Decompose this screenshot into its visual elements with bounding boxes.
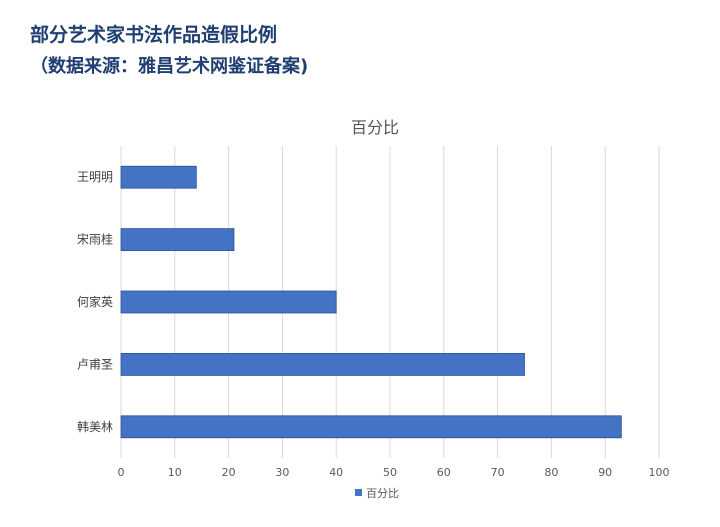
chart-title: 百分比 [351,118,399,137]
x-tick-label: 80 [544,466,558,479]
page-title: 部分艺术家书法作品造假比例 [30,24,278,46]
x-tick-label: 10 [168,466,182,479]
legend-label: 百分比 [366,487,399,500]
x-tick-label: 50 [383,466,397,479]
category-label: 何家英 [77,294,113,309]
x-tick-labels: 0 10 20 30 40 50 60 70 80 90 100 [118,466,670,479]
chart-legend: 百分比 [355,487,399,500]
category-label: 韩美林 [77,419,113,434]
bar [120,228,235,252]
bar [120,165,197,189]
chart-grid [120,146,660,458]
bar [120,352,525,376]
category-label: 王明明 [77,170,113,184]
bar [120,415,622,439]
page-subtitle: （数据来源：雅昌艺术网鉴证备案) [30,56,309,77]
category-label: 宋雨桂 [77,232,113,247]
chart-bars [120,165,622,439]
bar [120,290,337,314]
x-tick-label: 60 [437,466,451,479]
x-tick-label: 20 [222,466,236,479]
x-tick-label: 90 [598,466,612,479]
x-tick-label: 100 [649,466,670,479]
x-tick-label: 40 [329,466,343,479]
category-label: 卢甫圣 [77,356,113,371]
x-tick-label: 30 [275,466,289,479]
x-tick-label: 70 [491,466,505,479]
x-tick-label: 0 [118,466,125,479]
legend-swatch [355,489,362,496]
